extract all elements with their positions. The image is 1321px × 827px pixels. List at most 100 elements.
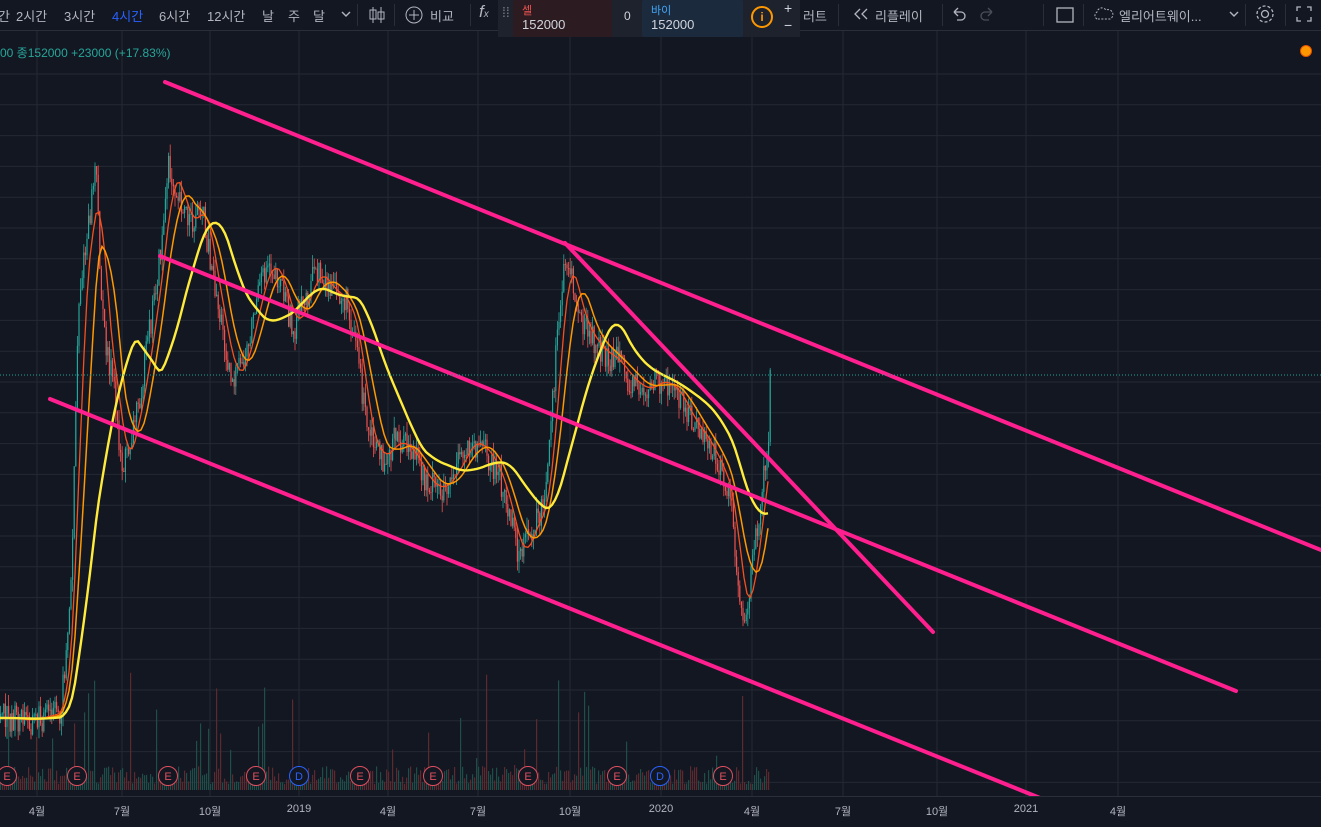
buy-button[interactable]: 바이 152000 [642, 0, 743, 37]
candle-body [180, 191, 182, 213]
volume-bar [568, 770, 570, 790]
info-icon[interactable]: i [751, 6, 773, 28]
buy-label: 바이 [651, 5, 672, 17]
earnings-event-icon[interactable]: E [607, 766, 627, 786]
volume-bar [392, 749, 394, 790]
candle-body [369, 429, 371, 436]
earnings-event-icon[interactable]: E [518, 766, 538, 786]
undo-icon[interactable] [950, 5, 968, 26]
interval-1h[interactable]: 간 [0, 9, 10, 24]
volume-bar [602, 771, 604, 790]
layout-name-button[interactable]: 엘리어트웨이... [1119, 9, 1202, 24]
expand-icon[interactable] [1294, 4, 1314, 27]
time-label: 7월 [113, 806, 131, 818]
candle-body [344, 298, 346, 311]
volume-bar [314, 770, 316, 790]
interval-12h[interactable]: 12시간 [207, 9, 246, 24]
volume-bar [212, 782, 214, 790]
candle-body [104, 309, 106, 327]
earnings-event-icon[interactable]: E [713, 766, 733, 786]
volume-bar [280, 782, 282, 790]
replay-icon[interactable] [852, 5, 870, 26]
sell-button[interactable]: 셀 152000 [513, 0, 612, 37]
gear-icon[interactable] [1254, 3, 1276, 28]
volume-bar [74, 723, 76, 790]
candle-body [328, 282, 330, 291]
volume-bar [54, 780, 56, 790]
time-axis[interactable]: 4월 7월 10월 2019 4월 7월 10월 2020 4월 7월 10월 … [0, 796, 1321, 827]
earnings-event-icon[interactable]: E [246, 766, 266, 786]
dividend-event-icon[interactable]: D [289, 766, 309, 786]
minus-icon[interactable]: − [784, 17, 793, 33]
candle-body [204, 206, 206, 235]
compare-icon[interactable] [404, 4, 426, 29]
dividend-event-icon[interactable]: D [650, 766, 670, 786]
earnings-event-icon[interactable]: E [0, 766, 17, 786]
earnings-event-icon[interactable]: E [350, 766, 370, 786]
candle-body [590, 330, 592, 344]
volume-bar [104, 767, 106, 790]
candle-body [318, 262, 320, 283]
candle-body [481, 441, 483, 446]
redo-icon[interactable] [978, 5, 996, 26]
cloud-icon[interactable] [1091, 4, 1115, 27]
drag-handle-icon[interactable]: ⁞⁞ [502, 4, 510, 20]
interval-week[interactable]: 주 [288, 9, 300, 24]
plus-icon[interactable]: + [784, 0, 793, 16]
earnings-event-icon[interactable]: E [67, 766, 87, 786]
time-label: 10월 [558, 806, 582, 818]
volume-bar [644, 775, 646, 790]
candle-body [324, 276, 326, 289]
candle-body [745, 614, 747, 621]
divider [942, 4, 943, 26]
candle-body [680, 394, 682, 408]
candle-body [572, 268, 574, 294]
volume-bar [422, 782, 424, 790]
candle-body [246, 344, 248, 357]
indicators-fx-icon[interactable]: fx [479, 2, 489, 21]
interval-2h[interactable]: 2시간 [16, 9, 48, 24]
volume-bar [628, 774, 630, 790]
time-label: 2021 [1013, 803, 1039, 815]
interval-4h[interactable]: 4시간 [112, 9, 144, 24]
interval-day[interactable]: 날 [262, 9, 274, 24]
volume-bar [702, 782, 704, 790]
candle-body [504, 490, 506, 492]
candle-body [289, 305, 291, 327]
volume-bar [264, 687, 266, 790]
candle-body [46, 704, 48, 710]
settings-dot-icon[interactable] [1300, 45, 1312, 57]
candle-type-icon[interactable] [367, 4, 387, 29]
volume-bar [178, 766, 180, 790]
candle-body [358, 347, 360, 364]
candle-body [96, 166, 98, 175]
candle-body [121, 452, 123, 471]
candle-body [35, 714, 37, 716]
interval-3h[interactable]: 3시간 [64, 9, 96, 24]
compare-button[interactable]: 비교 [430, 9, 454, 24]
candle-body [436, 484, 438, 487]
candle-body [168, 155, 170, 184]
candle-body [710, 440, 712, 460]
chevron-down-icon[interactable] [340, 4, 352, 27]
earnings-event-icon[interactable]: E [423, 766, 443, 786]
volume-bar [134, 772, 136, 790]
volume-bar [238, 781, 240, 790]
fullscreen-layout-icon[interactable] [1055, 5, 1075, 28]
earnings-event-icon[interactable]: E [158, 766, 178, 786]
volume-bar [458, 780, 460, 790]
candle-body [6, 706, 8, 727]
interval-month[interactable]: 달 [313, 9, 325, 24]
volume-bar [560, 770, 562, 790]
alert-button[interactable]: 러트 [803, 9, 827, 24]
candle-body [604, 348, 606, 367]
interval-6h[interactable]: 6시간 [159, 9, 191, 24]
volume-bar [144, 775, 146, 790]
volume-bar [106, 767, 108, 790]
replay-button[interactable]: 리플레이 [875, 9, 923, 24]
volume-bar [506, 769, 508, 790]
candle-body [174, 186, 176, 197]
candle-body [156, 285, 158, 294]
chevron-down-icon[interactable] [1228, 4, 1240, 27]
